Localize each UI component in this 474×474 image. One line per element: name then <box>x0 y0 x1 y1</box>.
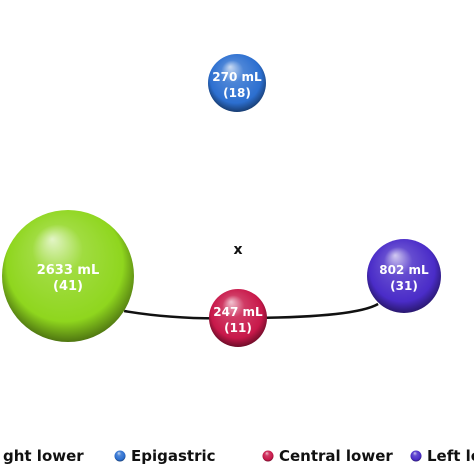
bubble-volume-label: 247 mL <box>213 305 263 319</box>
bubble-circle <box>209 289 267 347</box>
bubbles: 2633 mL(41) 270 mL (18) 247 mL (11) 802 mL (31… <box>2 54 441 347</box>
bubble-count-label: (11) <box>224 321 252 335</box>
legend-marker <box>114 450 126 462</box>
bubble-count-label: (31) <box>390 279 418 293</box>
bubble-circle <box>2 210 134 342</box>
legend-item-1: Epigastric <box>114 447 216 465</box>
legend-marker <box>410 450 422 462</box>
legend-item-0: ght lower <box>3 447 84 465</box>
bubble-right-lower: 2633 mL(41) <box>2 210 134 342</box>
legend: ght lower Epigastric Central lower Left lo <box>3 447 474 465</box>
bubble-circle <box>367 239 441 313</box>
bubble-volume-label: 2633 mL <box>37 263 100 278</box>
legend-marker <box>262 450 274 462</box>
bubble-circle <box>208 54 266 112</box>
center-marker: x <box>233 242 242 258</box>
bubble-count-label: (18) <box>223 86 251 100</box>
bubble-volume-label: 802 mL <box>379 263 429 277</box>
bubble-central-lower: 247 mL (11) <box>209 289 267 347</box>
bubble-left-lower: 802 mL (31) <box>367 239 441 313</box>
legend-item-3: Left lo <box>410 447 474 465</box>
legend-label: Central lower <box>279 447 393 465</box>
legend-label: ght lower <box>3 447 84 465</box>
bubble-epigastric: 270 mL (18) <box>208 54 266 112</box>
legend-label: Epigastric <box>131 447 216 465</box>
legend-label: Left lo <box>427 447 474 465</box>
bubble-volume-label: 270 mL <box>212 70 262 84</box>
bubble-count-label: (41) <box>53 279 83 294</box>
legend-item-2: Central lower <box>262 447 393 465</box>
